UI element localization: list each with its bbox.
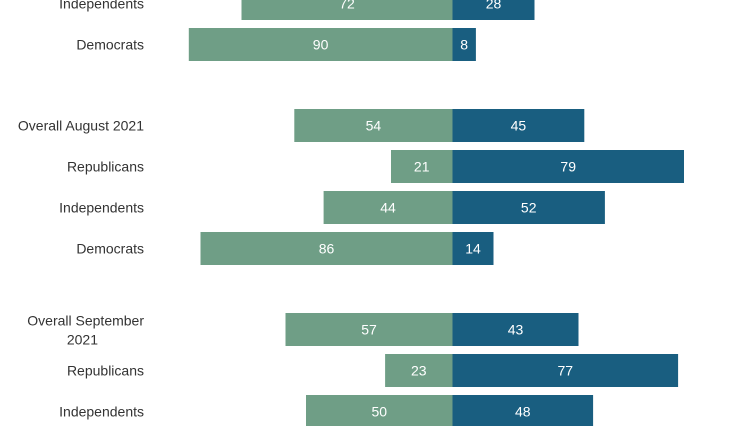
category-label: Independents [59,404,144,420]
bar-left [188,28,453,61]
category-label: Republicans [67,363,144,379]
data-label-left: 50 [372,404,388,420]
category-label: Overall August 2021 [18,118,144,134]
data-label-left: 72 [339,0,355,12]
data-label-right: 48 [515,404,531,420]
bar-right [452,232,494,265]
data-label-left: 57 [361,322,377,338]
data-label-left: 90 [313,37,329,53]
data-label-left: 23 [411,363,427,379]
data-label-right: 77 [558,363,574,379]
data-label-left: 54 [366,118,382,134]
bar-right [452,354,679,387]
bar-left [294,109,453,142]
data-label-right: 43 [508,322,524,338]
data-label-right: 28 [486,0,502,12]
category-label: Democrats [76,241,144,257]
bar-right [452,150,684,183]
data-label-left: 44 [380,200,396,216]
bar-right [452,313,579,346]
category-label: Independents [59,0,144,12]
bar-right [452,395,594,426]
data-label-right: 14 [465,241,481,257]
bar-right [452,109,585,142]
bar-right [452,0,535,20]
data-label-right: 45 [511,118,527,134]
bar-right [452,28,476,61]
bar-right [452,191,605,224]
data-label-right: 8 [460,37,468,53]
bar-left [306,395,453,426]
bar-left [285,313,453,346]
category-label: Republicans [67,159,144,175]
data-label-left: 86 [319,241,335,257]
bar-left [391,150,453,183]
data-label-right: 79 [560,159,576,175]
category-label: Independents [59,200,144,216]
category-label: Overall September 2021 [27,313,144,348]
bar-left [200,232,453,265]
category-label: Democrats [76,37,144,53]
data-label-left: 21 [414,159,430,175]
bar-left [241,0,453,20]
bar-left [385,354,453,387]
data-label-right: 52 [521,200,537,216]
bar-left [323,191,453,224]
